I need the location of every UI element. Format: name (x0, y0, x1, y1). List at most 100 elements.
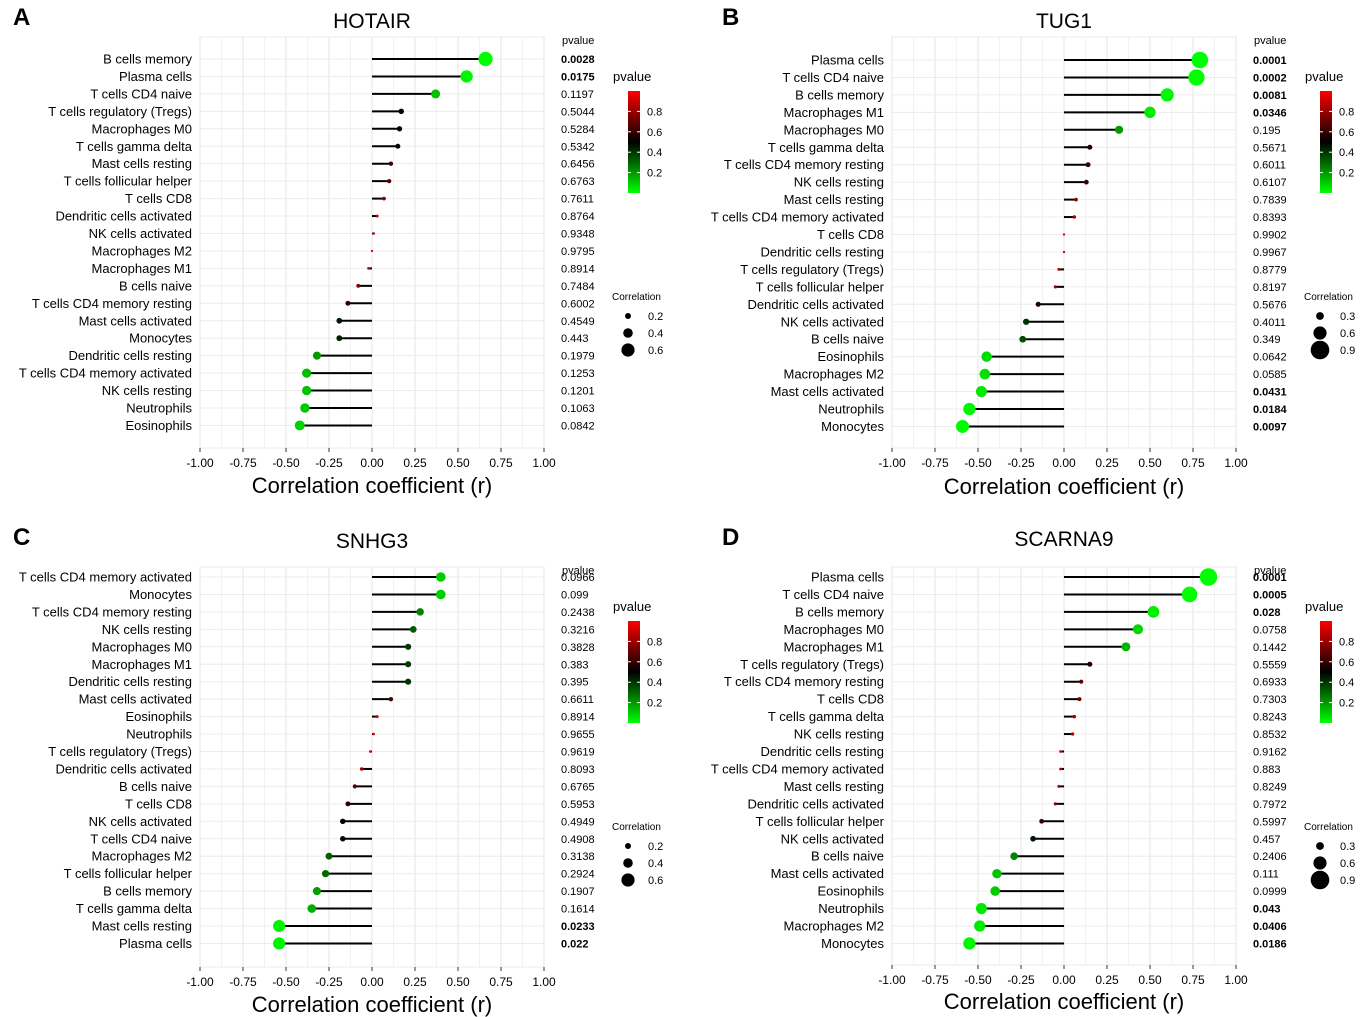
pvalue-label: 0.5559 (1253, 659, 1287, 671)
pvalue-label: 0.5284 (561, 124, 595, 136)
category-label: NK cells activated (89, 226, 192, 241)
color-tick-label: 0.2 (1339, 698, 1354, 710)
pvalue-label: 0.0431 (1253, 387, 1287, 399)
category-label: Mast cells activated (771, 866, 884, 881)
pvalue-label: 0.8764 (561, 211, 595, 223)
pvalue-label: 0.1201 (561, 386, 595, 398)
pvalue-label: 0.1253 (561, 368, 595, 380)
lollipop-dot (372, 232, 376, 235)
x-tick-label: 0.25 (1095, 456, 1119, 470)
pvalue-label: 0.9655 (561, 729, 595, 741)
pvalue-label: 0.6933 (1253, 677, 1287, 689)
panel-d: D SCARNA9 -1.00 -0.75 -0.50 -0.25 0.00 0.25 0.50… (711, 524, 1355, 1014)
lollipop-dot (975, 386, 987, 398)
color-tick-label: 0.6 (647, 657, 662, 669)
x-tick-label: -1.00 (878, 973, 906, 987)
lollipop-dot (1083, 179, 1089, 185)
category-label: T cells gamma delta (768, 709, 885, 724)
lollipop-dot (302, 368, 312, 378)
pvalue-label: 0.3216 (561, 624, 595, 636)
size-legend-label: 0.4 (648, 328, 663, 340)
lollipop-dot (409, 625, 417, 633)
pvalue-label: 0.043 (1253, 904, 1281, 916)
lollipop-dot (1074, 197, 1078, 202)
lollipop-dot (992, 868, 1002, 879)
lollipop-dot (460, 70, 473, 83)
category-label: T cells CD4 memory resting (32, 604, 192, 619)
category-label: T cells CD4 memory activated (711, 761, 884, 776)
color-tick-label: 0.8 (1339, 636, 1354, 648)
category-label: B cells naive (811, 332, 884, 347)
lollipop-dot (436, 589, 446, 600)
pvalue-label: 0.4011 (1253, 317, 1286, 329)
pvalue-label: 0.4949 (561, 816, 595, 828)
x-axis-label: Correlation coefficient (r) (944, 474, 1184, 499)
pvalue-label: 0.0005 (1253, 589, 1287, 601)
legend-title: pvalue (613, 69, 651, 84)
pvalue-label: 0.1614 (561, 904, 595, 916)
pvalue-label: 0.5671 (1253, 142, 1287, 154)
lollipop-dot (981, 351, 992, 362)
size-legend-label: 0.2 (648, 841, 663, 853)
x-tick-label: 1.00 (532, 456, 556, 470)
category-label: B cells memory (795, 604, 884, 619)
x-tick-label: 1.00 (1224, 456, 1248, 470)
pvalue-label: 0.349 (1253, 334, 1281, 346)
color-tick-label: 0.6 (647, 127, 662, 139)
pvalue-label: 0.7484 (561, 281, 595, 293)
x-tick-label: -0.50 (272, 975, 300, 989)
x-tick-label: -1.00 (186, 975, 214, 989)
x-tick-label: -0.25 (315, 456, 343, 470)
lollipop-dot (370, 249, 374, 253)
color-tick-label: 0.4 (647, 677, 662, 689)
category-label: Dendritic cells activated (747, 796, 884, 811)
x-tick-label: 0.50 (1138, 973, 1162, 987)
color-tick-label: 0.4 (647, 147, 662, 159)
x-tick-label: -0.75 (921, 973, 949, 987)
pvalue-label: 0.0233 (561, 921, 595, 933)
lollipop-dot (1062, 233, 1066, 236)
category-label: T cells regulatory (Tregs) (740, 657, 884, 672)
pvalue-label: 0.9795 (561, 246, 595, 258)
category-label: B cells naive (811, 849, 884, 864)
size-legend-dot (1313, 856, 1327, 870)
category-label: Macrophages M2 (92, 849, 192, 864)
legend-title: pvalue (613, 599, 651, 614)
category-label: T cells CD4 memory resting (724, 674, 884, 689)
pvalue-label: 0.0842 (561, 420, 595, 432)
color-tick-label: 0.2 (1339, 168, 1354, 180)
lollipop-dot (1114, 125, 1124, 134)
lollipop-dot (1132, 624, 1144, 635)
size-legend-dot (1316, 312, 1324, 320)
category-label: NK cells resting (102, 622, 192, 637)
pvalue-label: 0.0642 (1253, 352, 1287, 364)
lollipop-dot (368, 750, 372, 753)
category-label: Macrophages M2 (784, 919, 884, 934)
pvalue-label: 0.6763 (561, 176, 595, 188)
x-tick-label: -0.25 (1007, 973, 1035, 987)
lollipop-dot (382, 196, 386, 201)
category-label: Mast cells activated (79, 692, 192, 707)
legend-pvalue: pvalue 0.8 0.6 0.4 0.2 (1305, 69, 1354, 193)
pvalue-header: pvalue (1254, 565, 1286, 577)
pvalue-label: 0.883 (1253, 764, 1281, 776)
category-label: T cells gamma delta (768, 140, 885, 155)
lollipop-dot (1144, 106, 1156, 119)
x-tick-label: 1.00 (532, 975, 556, 989)
lollipop-dot (1072, 714, 1077, 719)
lollipop-dot (340, 818, 346, 825)
category-label: Eosinophils (126, 418, 193, 433)
category-label: Mast cells activated (79, 313, 192, 328)
category-label: B cells memory (103, 884, 192, 899)
x-tick-label: -0.50 (272, 456, 300, 470)
size-legend-label: 0.6 (1340, 858, 1355, 870)
lollipop-dot (273, 937, 286, 950)
lollipop-dot (1070, 732, 1075, 736)
category-label: NK cells resting (794, 727, 884, 742)
category-label: Plasma cells (119, 69, 192, 84)
lollipop-dot (302, 385, 312, 396)
color-bar (628, 91, 640, 193)
category-label: Mast cells resting (784, 192, 884, 207)
pvalue-label: 0.0081 (1253, 90, 1287, 102)
